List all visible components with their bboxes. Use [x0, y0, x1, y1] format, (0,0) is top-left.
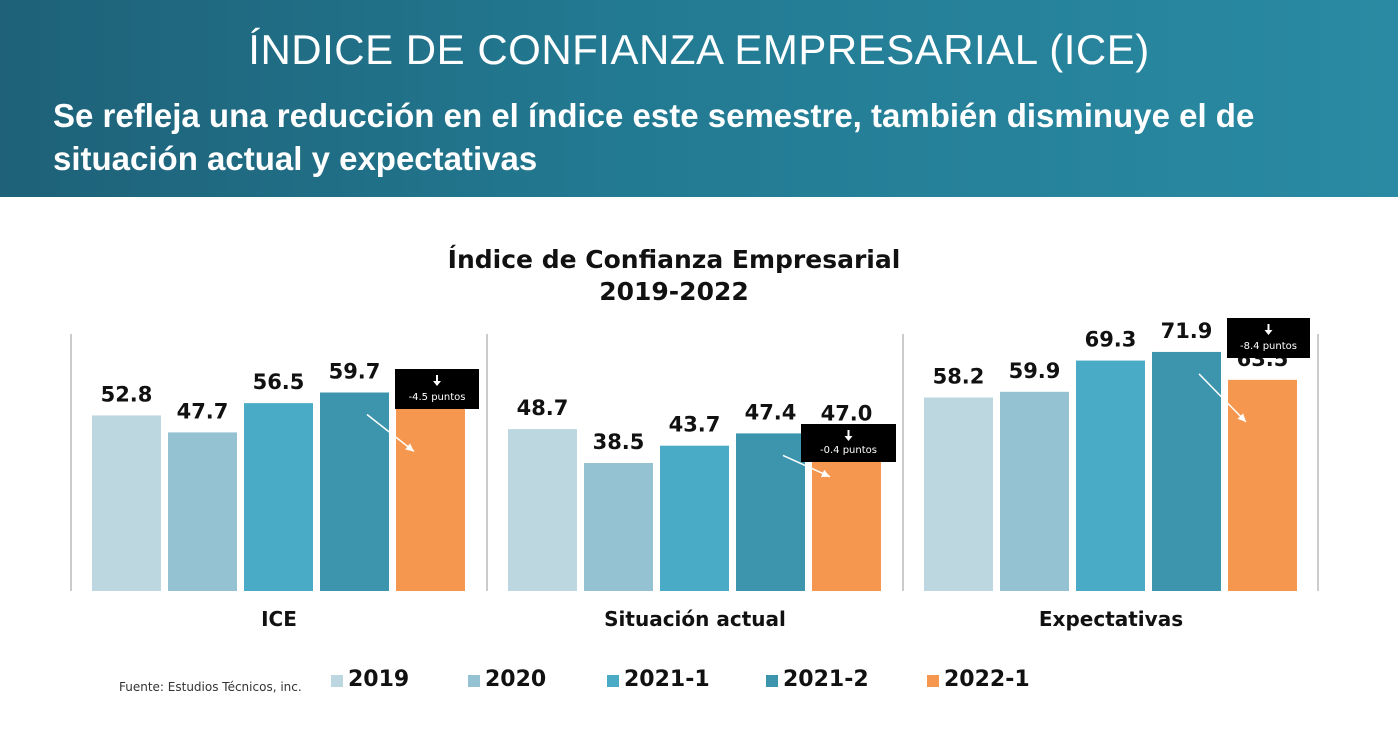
bar-value-label: 38.5: [593, 430, 645, 454]
page-subtitle: Se refleja una reducción en el índice es…: [53, 97, 1255, 177]
bar-1-3: [736, 433, 805, 591]
bar-0-0: [92, 415, 161, 591]
change-arrow-line: [366, 413, 415, 453]
bar-value-label: 69.3: [1085, 328, 1137, 352]
bar-value-label: 59.9: [1009, 359, 1061, 383]
change-callout-label: -8.4 puntos: [1240, 341, 1297, 352]
change-arrow-head: [1237, 413, 1246, 422]
legend-swatch: [927, 675, 939, 687]
legend-label: 2021-2: [783, 667, 869, 692]
bar-1-0: [508, 429, 577, 591]
change-callout-box: [801, 424, 896, 462]
legend-label: 2022-1: [944, 667, 1030, 692]
bar-0-2: [244, 403, 313, 591]
change-arrow-head: [821, 469, 830, 477]
change-arrow-head: [405, 443, 414, 452]
legend-swatch: [468, 675, 480, 687]
legend-label: 2021-1: [624, 667, 710, 692]
change-callout-label: -0.4 puntos: [820, 445, 877, 456]
bar-2-3: [1152, 351, 1221, 591]
bar-0-1: [168, 432, 237, 591]
legend-swatch: [766, 675, 778, 687]
source-note: Fuente: Estudios Técnicos, inc.: [119, 680, 302, 694]
bar-value-label: 59.7: [329, 359, 381, 383]
bar-0-3: [320, 392, 389, 591]
down-arrow-icon: [433, 381, 441, 386]
header-banner: [0, 0, 1398, 197]
bar-2-2: [1076, 360, 1145, 591]
chart-title-line1: Índice de Confianza Empresarial: [447, 245, 901, 274]
change-arrow-line: [782, 454, 831, 478]
bar-value-label: 47.4: [745, 400, 797, 424]
bar-2-1: [1000, 391, 1069, 591]
chart-title: Índice de Confianza Empresarial 2019-202…: [0, 244, 1348, 308]
chart-title-line2: 2019-2022: [599, 277, 749, 306]
bar-value-label: 47.0: [821, 402, 873, 426]
bar-value-label: 71.9: [1161, 319, 1213, 343]
category-label: Expectativas: [1039, 607, 1183, 631]
page-title: ÍNDICE DE CONFIANZA EMPRESARIAL (ICE): [248, 26, 1150, 73]
legend-label: 2019: [348, 667, 410, 692]
bar-2-4: [1228, 379, 1297, 591]
category-label: Situación actual: [604, 607, 786, 631]
change-callout-label: -4.5 puntos: [409, 392, 466, 403]
bar-value-label: 58.2: [933, 364, 985, 388]
down-arrow-icon: [844, 436, 853, 441]
bar-0-4: [396, 407, 465, 591]
down-arrow-icon: [1264, 330, 1273, 335]
bar-1-2: [660, 445, 729, 591]
legend-label: 2020: [485, 667, 547, 692]
bar-2-0: [924, 397, 993, 591]
bar-value-label: 48.7: [517, 396, 569, 420]
bar-1-1: [584, 462, 653, 591]
bar-value-label: 43.7: [669, 413, 721, 437]
category-label: ICE: [261, 607, 297, 631]
change-arrow-line: [1198, 373, 1247, 423]
legend-swatch: [331, 675, 343, 687]
bar-value-label: 47.7: [177, 399, 229, 423]
legend-swatch: [607, 675, 619, 687]
bar-value-label: 56.5: [253, 370, 305, 394]
bar-value-label: 52.8: [101, 382, 153, 406]
